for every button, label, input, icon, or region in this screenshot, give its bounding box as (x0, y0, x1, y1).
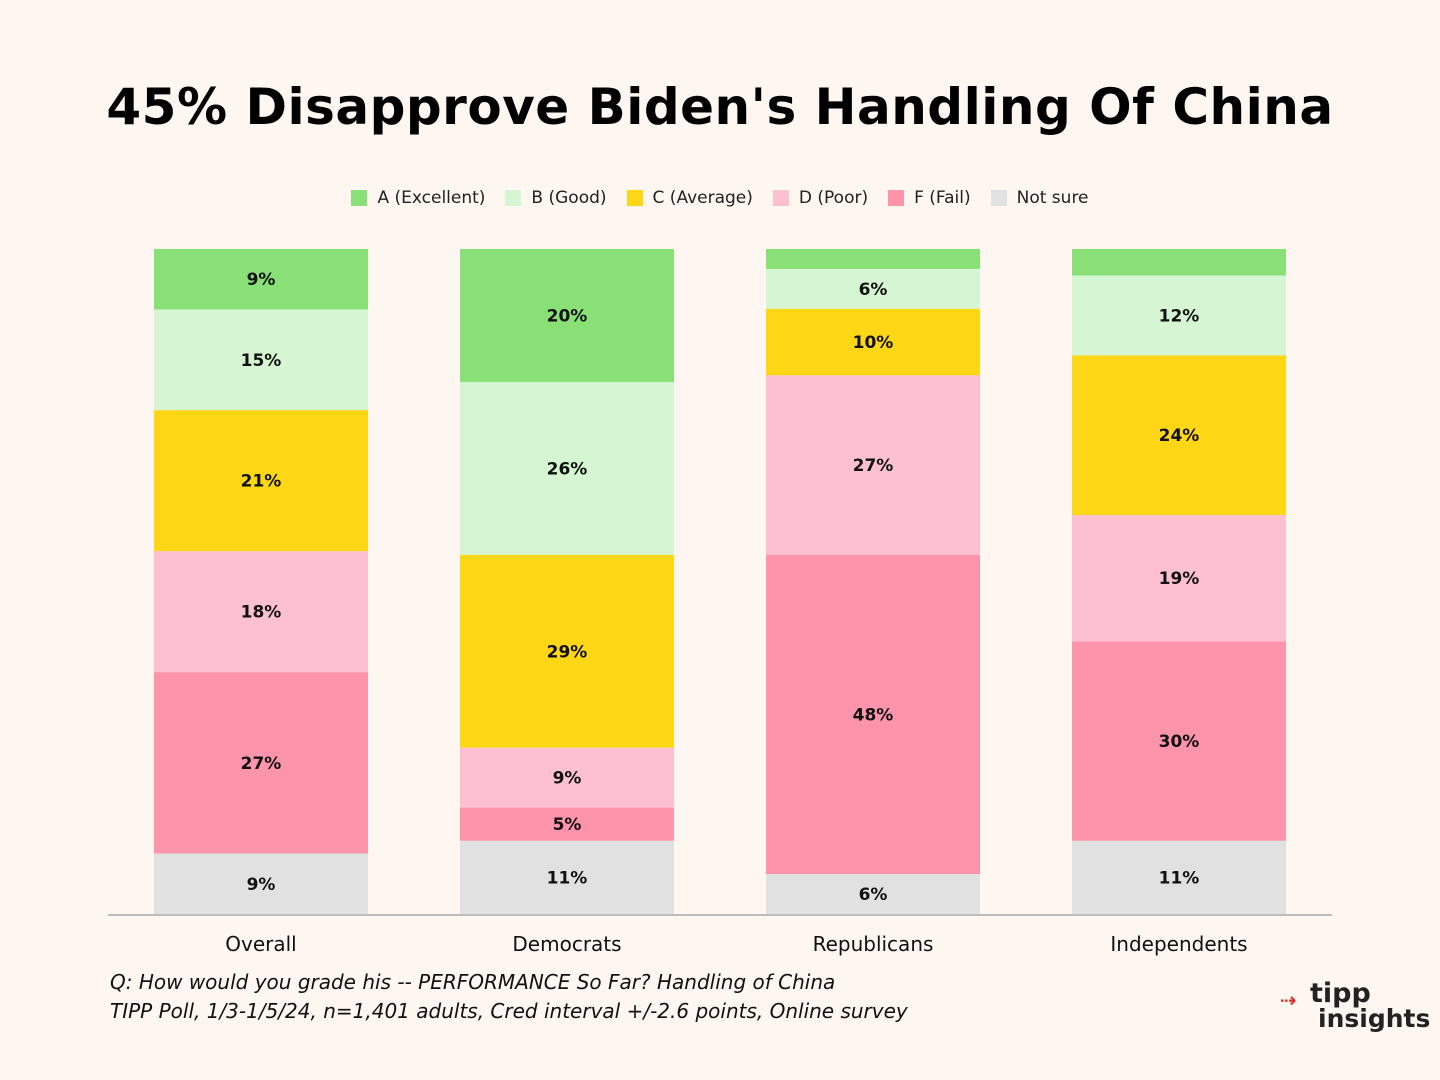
legend-item: F (Fail) (888, 188, 971, 208)
legend-item: Not sure (990, 188, 1089, 208)
bar-segment (460, 382, 674, 555)
bar-segment (766, 874, 980, 914)
bar-segment (460, 840, 674, 914)
legend-label: Not sure (1016, 188, 1089, 208)
data-label: 24% (1159, 426, 1200, 446)
data-label: 9% (247, 270, 276, 290)
data-label: 30% (1159, 732, 1200, 752)
legend-item: B (Good) (505, 188, 607, 208)
data-label: 9% (553, 769, 582, 789)
data-label: 27% (853, 456, 894, 476)
bar-segment (460, 747, 674, 808)
data-label: 27% (241, 754, 282, 774)
data-label: 11% (1159, 868, 1200, 888)
bar-segment (1072, 515, 1286, 642)
bar-segment (1072, 355, 1286, 515)
legend-item: D (Poor) (772, 188, 869, 208)
category-label: Democrats (512, 932, 621, 956)
data-label: 6% (859, 280, 888, 300)
data-label: 12% (1159, 307, 1200, 327)
bar-segment (766, 268, 980, 309)
chart-title: 45% Disapprove Biden's Handling Of China (106, 78, 1334, 136)
data-label: 26% (547, 459, 588, 479)
data-label: 6% (859, 885, 888, 905)
bar-segment (154, 853, 368, 914)
bar-segment (766, 249, 980, 269)
legend: A (Excellent) B (Good) C (Average) D (Poor)… (0, 188, 1440, 208)
bar-segment (766, 308, 980, 376)
legend-swatch (772, 190, 789, 206)
data-label: 18% (241, 603, 282, 623)
bar-segment (154, 551, 368, 673)
chart-plot: 9% 15% 21% 18% 27% 9% Overall 20% 26% 29% 9% 5% 11% D… (108, 249, 1332, 956)
legend-label: B (Good) (531, 188, 607, 208)
legend-swatch (351, 190, 368, 206)
tipp-insights-logo: ⇢ tipp insights (1280, 978, 1431, 1038)
bar-segment (154, 249, 368, 310)
category-label: Independents (1110, 932, 1247, 956)
legend-item: C (Average) (626, 188, 753, 208)
bar-segment (1072, 249, 1286, 276)
legend-item: A (Excellent) (351, 188, 485, 208)
bar-segment (154, 410, 368, 552)
legend-label: C (Average) (652, 188, 753, 208)
data-label: 11% (547, 868, 588, 888)
bar-segment (460, 807, 674, 841)
footnote: Q: How would you grade his -- PERFORMANC… (110, 968, 908, 1026)
bar-segment (154, 672, 368, 854)
data-label: 10% (853, 333, 894, 353)
bar-segment (460, 249, 674, 382)
bar-segment (154, 309, 368, 411)
footnote-question: Q: How would you grade his -- PERFORMANC… (110, 970, 836, 994)
bar-segment (766, 375, 980, 555)
bar-segment (766, 554, 980, 875)
legend-swatch (888, 190, 905, 206)
category-label: Overall (225, 932, 296, 956)
logo-text-tipp: tipp (1310, 978, 1371, 1009)
data-label: 15% (241, 351, 282, 371)
data-label: 5% (553, 815, 582, 835)
logo-arrow-icon: ⇢ (1280, 988, 1297, 1012)
data-label: 48% (853, 706, 894, 726)
bar-segment (1072, 641, 1286, 841)
logo-text-insights: insights (1318, 1004, 1431, 1033)
legend-label: F (Fail) (914, 188, 971, 208)
bar-segment (1072, 275, 1286, 356)
legend-label: A (Excellent) (377, 188, 486, 208)
bar-segment (1072, 840, 1286, 914)
footnote-source: TIPP Poll, 1/3-1/5/24, n=1,401 adults, C… (110, 999, 908, 1023)
legend-label: D (Poor) (798, 188, 869, 208)
category-label: Republicans (813, 932, 934, 956)
legend-swatch (990, 190, 1007, 206)
data-label: 19% (1159, 569, 1200, 589)
data-label: 29% (547, 642, 588, 662)
data-label: 20% (547, 307, 588, 327)
data-label: 21% (241, 472, 282, 492)
bar-segment (460, 554, 674, 748)
legend-swatch (626, 190, 643, 206)
data-label: 9% (247, 875, 276, 895)
legend-swatch (505, 190, 522, 206)
